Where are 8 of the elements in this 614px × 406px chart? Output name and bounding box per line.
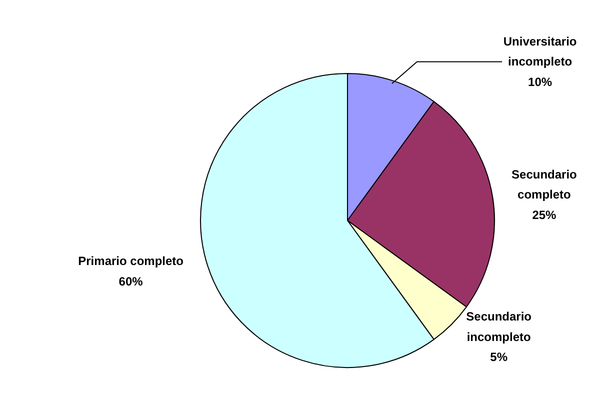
data-label: 10% [528,75,552,90]
data-label: 60% [118,274,144,289]
slice-label: Primario completo [78,254,184,268]
slice-label: Secundario completo [512,167,577,202]
slice-label: Secundario incompleto [466,310,532,344]
slice-label: Universitario incompleto [503,34,577,69]
data-label: 5% [490,350,508,364]
data-label: 25% [532,208,557,222]
